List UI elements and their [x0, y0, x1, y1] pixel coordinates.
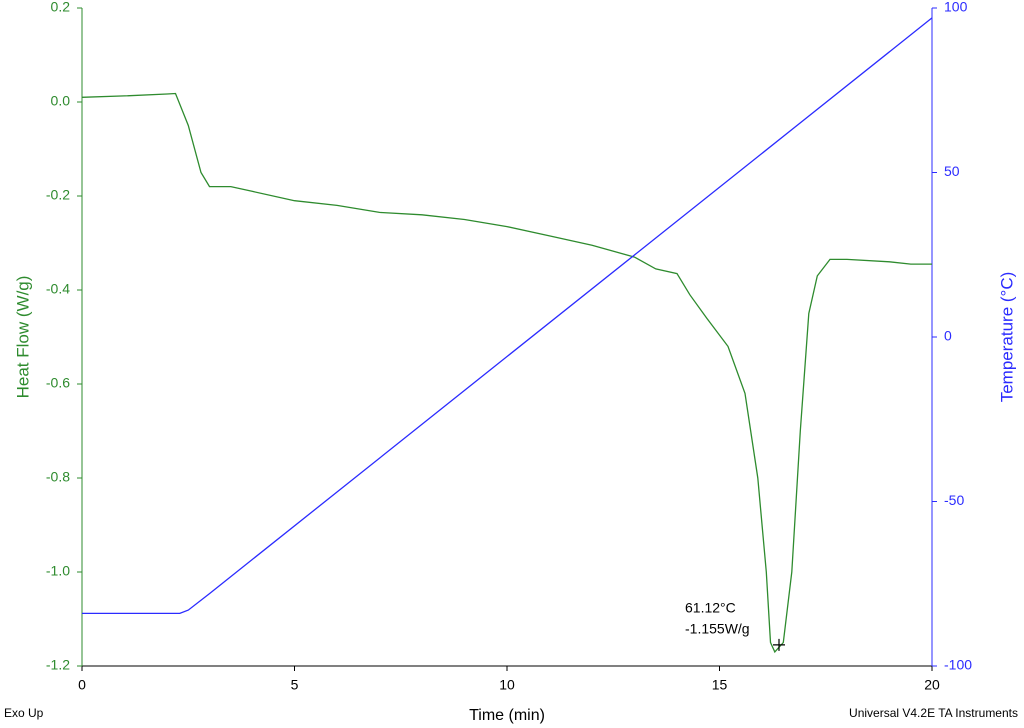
- annotation-text: 61.12°C: [685, 600, 736, 616]
- y2-tick-label: 0: [944, 328, 952, 344]
- line: [82, 17, 933, 615]
- y-tick-label: -0.2: [46, 187, 70, 203]
- x-tick-label: 5: [291, 677, 299, 693]
- y-tick-label: 0.0: [51, 93, 71, 109]
- annotation-marker: [773, 638, 785, 651]
- y-tick-label: -1.0: [46, 563, 70, 579]
- y2-axis-label: Temperature (°C): [997, 272, 1016, 403]
- y-tick-label: -1.2: [46, 657, 70, 673]
- x-tick-label: 0: [78, 677, 86, 693]
- footer-left: Exo Up: [4, 706, 44, 720]
- y2-tick-label: -100: [944, 657, 972, 673]
- x-tick-label: 10: [499, 677, 515, 693]
- annotation-text: -1.155W/g: [685, 621, 750, 637]
- y-tick-label: 0.2: [51, 0, 71, 15]
- y2-tick-label: -50: [944, 492, 964, 508]
- y-axis-label: Heat Flow (W/g): [13, 276, 32, 399]
- y-tick-label: -0.4: [46, 281, 70, 297]
- y-tick-label: -0.8: [46, 469, 70, 485]
- footer-right: Universal V4.2E TA Instruments: [849, 706, 1018, 720]
- y2-tick-label: 100: [944, 0, 968, 15]
- x-axis-label: Time (min): [469, 707, 545, 724]
- y-tick-label: -0.6: [46, 375, 70, 391]
- line: [81, 92, 932, 654]
- x-tick-label: 15: [712, 677, 728, 693]
- x-tick-label: 20: [924, 677, 940, 693]
- y2-tick-label: 50: [944, 163, 960, 179]
